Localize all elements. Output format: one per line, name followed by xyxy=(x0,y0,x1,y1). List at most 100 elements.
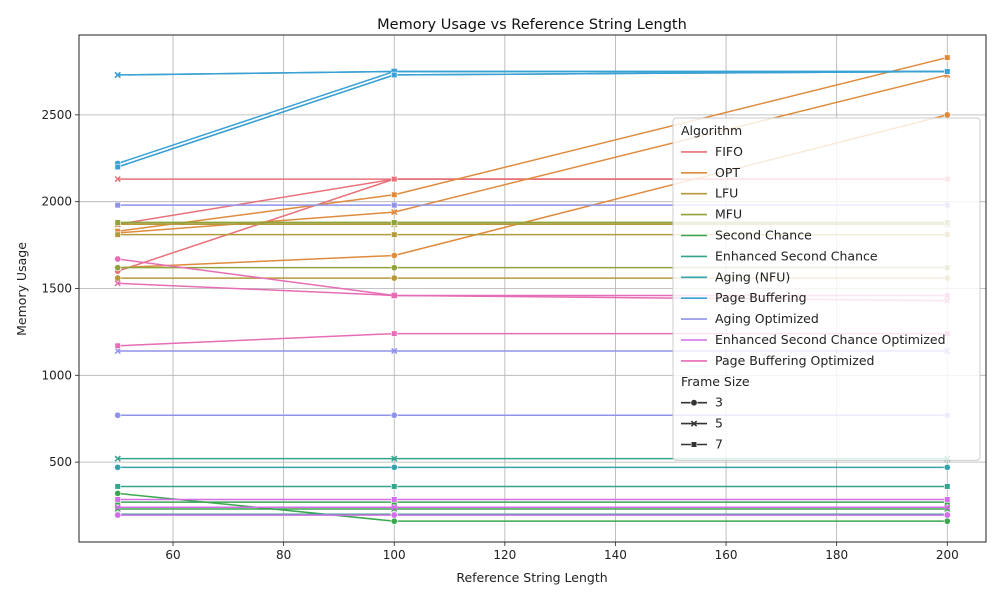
y-tick-label: 1000 xyxy=(41,368,72,382)
data-point xyxy=(391,219,398,226)
legend-entry-page-buffering: Page Buffering xyxy=(681,290,807,305)
legend-marker xyxy=(690,441,698,448)
data-point xyxy=(944,483,951,490)
data-point xyxy=(943,517,951,525)
legend-title-algorithm: Algorithm xyxy=(681,123,742,138)
legend-entry-aging-nfu: Aging (NFU) xyxy=(681,269,790,284)
series-page-buffering-frame-7 xyxy=(114,68,951,171)
data-point xyxy=(391,347,398,355)
data-point xyxy=(114,496,121,503)
legend-label: Page Buffering Optimized xyxy=(715,353,874,368)
x-tick-label: 120 xyxy=(493,548,516,562)
x-tick-label: 60 xyxy=(165,548,180,562)
series-enhanced-second-chance-optimized-frame-7 xyxy=(114,496,951,503)
legend-label: LFU xyxy=(715,186,738,201)
data-point xyxy=(114,280,121,287)
legend: Algorithm FIFO OPT LFU MFU Second Chance Enhan… xyxy=(672,117,981,461)
data-point xyxy=(114,411,122,419)
data-point xyxy=(390,411,398,419)
x-axis-label: Reference String Length xyxy=(456,570,607,585)
y-tick-label: 500 xyxy=(49,455,72,469)
legend-label: 7 xyxy=(715,437,723,452)
legend-entry-aging-optimized: Aging Optimized xyxy=(681,311,819,326)
x-tick-label: 80 xyxy=(276,548,291,562)
data-point xyxy=(944,496,951,503)
legend-entry-frame-7: 7 xyxy=(681,437,723,452)
legend-entry-enhanced-second-chance-optimized: Enhanced Second Chance Optimized xyxy=(681,332,946,347)
data-point xyxy=(114,219,121,226)
legend-label: 5 xyxy=(715,416,723,431)
data-point xyxy=(391,483,398,490)
data-point xyxy=(391,71,398,79)
legend-label: Aging Optimized xyxy=(715,311,819,326)
data-point xyxy=(943,111,951,119)
series-aging-nfu-frame-3 xyxy=(114,463,951,471)
data-point xyxy=(390,274,398,282)
x-tick-label: 140 xyxy=(604,548,627,562)
data-point xyxy=(944,68,951,75)
data-point xyxy=(391,292,398,299)
data-point xyxy=(944,504,951,511)
legend-box xyxy=(672,117,981,461)
data-point xyxy=(114,255,122,263)
legend-label: Second Chance xyxy=(715,228,812,243)
data-point xyxy=(114,463,122,471)
data-point xyxy=(391,496,398,503)
legend-label: Page Buffering xyxy=(715,290,807,305)
data-point xyxy=(391,330,398,337)
legend-entry-enhanced-second-chance: Enhanced Second Chance xyxy=(681,248,878,263)
y-tick-label: 2000 xyxy=(41,195,72,209)
legend-entry-lfu: LFU xyxy=(681,186,738,201)
legend-label: OPT xyxy=(715,165,740,180)
data-point xyxy=(114,342,121,349)
data-point xyxy=(114,175,121,183)
legend-marker xyxy=(690,420,698,427)
data-point xyxy=(114,347,121,355)
data-point xyxy=(114,489,122,497)
series-enhanced-second-chance-optimized-frame-5 xyxy=(114,504,951,511)
legend-label: Enhanced Second Chance Optimized xyxy=(715,332,946,347)
data-point xyxy=(390,517,398,525)
legend-entry-mfu: MFU xyxy=(681,207,742,222)
legend-entry-fifo: FIFO xyxy=(681,144,743,159)
legend-entry-frame-5: 5 xyxy=(681,416,723,431)
x-tick-label: 180 xyxy=(825,548,848,562)
legend-entry-opt: OPT xyxy=(681,165,740,180)
series-opt-frame-7 xyxy=(114,54,951,235)
legend-title-frame-size: Frame Size xyxy=(681,374,750,389)
data-point xyxy=(114,455,121,462)
legend-label: 3 xyxy=(715,395,723,410)
data-point xyxy=(114,264,122,272)
y-axis-label: Memory Usage xyxy=(14,242,29,336)
data-point xyxy=(391,208,398,216)
data-point xyxy=(114,483,121,490)
legend-label: MFU xyxy=(715,207,742,222)
data-point xyxy=(391,231,398,238)
data-point xyxy=(114,274,122,282)
data-point xyxy=(390,264,398,272)
data-point xyxy=(114,231,121,238)
legend-entry-page-buffering-optimized: Page Buffering Optimized xyxy=(681,353,874,368)
legend-marker xyxy=(690,399,698,407)
series-enhanced-second-chance-frame-7 xyxy=(114,483,951,490)
data-point xyxy=(114,71,121,79)
axes: 60 80 100 120 140 160 180 200 500 1000 1500 2000 250… xyxy=(41,108,958,562)
legend-label: Aging (NFU) xyxy=(715,269,790,284)
data-point xyxy=(114,511,122,519)
data-point xyxy=(114,202,121,209)
data-point xyxy=(391,455,398,462)
legend-label: FIFO xyxy=(715,144,743,159)
y-tick-label: 2500 xyxy=(41,108,72,122)
y-tick-label: 1500 xyxy=(41,282,72,296)
x-tick-label: 200 xyxy=(936,548,959,562)
legend-entry-frame-3: 3 xyxy=(681,395,723,410)
legend-entry-second-chance: Second Chance xyxy=(681,228,812,243)
data-point xyxy=(943,463,951,471)
data-point xyxy=(114,163,121,171)
data-point xyxy=(944,54,951,61)
data-point xyxy=(391,504,398,511)
data-point xyxy=(391,202,398,209)
data-point xyxy=(390,463,398,471)
data-point xyxy=(391,191,398,198)
